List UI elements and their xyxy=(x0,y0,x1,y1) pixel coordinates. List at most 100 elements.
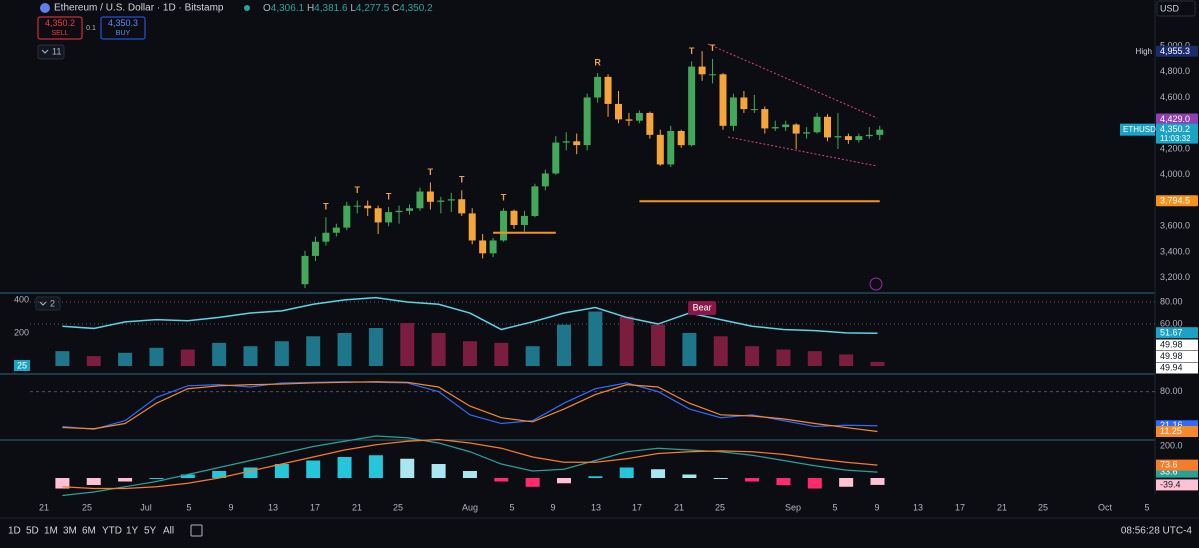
symbol-title: Ethereum / U.S. Dollar · 1D · Bitstamp xyxy=(54,3,224,14)
volume-badge xyxy=(14,360,30,371)
buy-price[interactable]: 4,350.3 xyxy=(108,18,138,28)
buy-button[interactable]: 4,350.3 BUY xyxy=(100,16,146,40)
line-badge xyxy=(1156,327,1198,339)
candle-body xyxy=(813,116,821,133)
indicators-toggle[interactable]: 11 xyxy=(37,44,65,60)
volume-bar xyxy=(839,354,854,366)
range-button[interactable]: All xyxy=(163,526,174,537)
volume-bar xyxy=(337,332,352,366)
volume-bar xyxy=(525,346,540,366)
readout-badge xyxy=(1156,351,1198,362)
range-button[interactable]: 1Y xyxy=(126,526,139,537)
volume-bar xyxy=(180,349,195,366)
macd-bar xyxy=(776,478,791,486)
signal-label: T xyxy=(355,185,361,195)
candle-body xyxy=(437,200,445,202)
date-label: 9 xyxy=(874,502,879,512)
pane-count[interactable]: 2 xyxy=(50,298,55,308)
candle-body xyxy=(301,255,309,285)
currency[interactable]: USD xyxy=(1160,3,1180,13)
range-button[interactable]: 1M xyxy=(44,526,58,537)
countdown: 11:03:32 xyxy=(1160,134,1191,143)
buy-box[interactable] xyxy=(100,16,146,40)
ohlc-value: 4,350.2 xyxy=(399,3,433,14)
candle-body xyxy=(332,227,340,233)
oscillator-line xyxy=(62,296,878,334)
macd-badge xyxy=(1156,479,1198,491)
stoch-badge xyxy=(1156,426,1198,438)
candle-body xyxy=(792,124,800,134)
chevron xyxy=(39,301,47,306)
range-button[interactable]: 5Y xyxy=(144,526,157,537)
candle-body xyxy=(395,210,403,213)
ohlc-value: 4,381.6 xyxy=(314,3,348,14)
volume-bar xyxy=(243,346,258,366)
stoch-badge xyxy=(1156,420,1198,432)
macd-bar xyxy=(55,478,70,489)
candle-body xyxy=(719,74,727,126)
price-tick-label: 3,600.0 xyxy=(1160,221,1190,231)
spread: 0.1 xyxy=(86,25,96,32)
toggle-box[interactable] xyxy=(37,44,65,60)
candle-body xyxy=(824,116,831,138)
candle-body xyxy=(782,124,790,128)
macd-bar xyxy=(243,467,258,479)
macd-badge-label: -39.4 xyxy=(1160,479,1181,489)
candle-body xyxy=(489,240,497,254)
ohlc-value: 4,277.5 xyxy=(356,3,390,14)
price-badge xyxy=(1156,45,1198,57)
candle-body xyxy=(353,205,361,207)
price-tick-label: 5,000.0 xyxy=(1160,40,1190,50)
replay-icon[interactable] xyxy=(869,277,883,291)
currency-box[interactable] xyxy=(1156,0,1196,17)
range-button[interactable]: 5D xyxy=(26,526,39,537)
currency-selector[interactable]: USD xyxy=(1156,0,1196,17)
candle-body xyxy=(573,141,581,146)
candle-body xyxy=(604,76,612,104)
pane-toggle[interactable]: 2 xyxy=(35,296,61,311)
candle-body xyxy=(876,129,884,135)
price-badge xyxy=(1156,113,1198,125)
y2-tick-label: 80.00 xyxy=(1160,296,1183,306)
candle-body xyxy=(771,127,779,129)
date-label: 5 xyxy=(509,502,514,512)
readout-label: 49.98 xyxy=(1160,351,1183,361)
macd-bar xyxy=(588,476,603,479)
candle-body xyxy=(615,103,622,120)
macd-bar xyxy=(713,478,728,480)
sell-button[interactable]: 4,350.2 SELL xyxy=(37,16,83,40)
date-label: Jul xyxy=(140,502,152,512)
toggle-box[interactable] xyxy=(35,296,61,311)
ohlc: O4,306.1 H4,381.6 L4,277.5 C4,350.2 xyxy=(263,3,433,14)
sell-label[interactable]: SELL xyxy=(51,30,68,37)
macd-bar xyxy=(682,474,697,479)
candle-body xyxy=(426,191,434,202)
range-button[interactable]: YTD xyxy=(102,526,122,537)
macd-bar xyxy=(557,478,571,484)
range-button[interactable]: 3M xyxy=(63,526,77,537)
date-label: 5 xyxy=(186,502,191,512)
sell-price[interactable]: 4,350.2 xyxy=(45,18,75,28)
macd-bar xyxy=(619,467,634,479)
price-badge-label: 3,794.5 xyxy=(1160,196,1190,206)
toggle-count[interactable]: 11 xyxy=(52,46,61,56)
signal-label: Bear xyxy=(693,302,712,312)
range-button[interactable]: 1D xyxy=(8,526,21,537)
range-button[interactable]: 6M xyxy=(82,526,96,537)
candle-body xyxy=(761,109,769,129)
buy-label[interactable]: BUY xyxy=(116,30,131,37)
date-label: 9 xyxy=(550,502,555,512)
macd-tick-label: 200.0 xyxy=(1160,440,1183,450)
macd-line xyxy=(62,438,878,490)
date-label: 21 xyxy=(997,502,1007,512)
symbol-icon xyxy=(40,3,50,13)
readout-label: 49.98 xyxy=(1160,339,1183,349)
volume-bar xyxy=(118,352,133,366)
candle-body xyxy=(698,66,706,75)
macd-line xyxy=(62,435,878,497)
volume-tick-label: 200 xyxy=(14,327,29,337)
macd-bar xyxy=(86,478,101,486)
sell-box[interactable] xyxy=(37,16,83,40)
signal-label: T xyxy=(428,167,434,177)
volume-bar xyxy=(306,336,321,366)
